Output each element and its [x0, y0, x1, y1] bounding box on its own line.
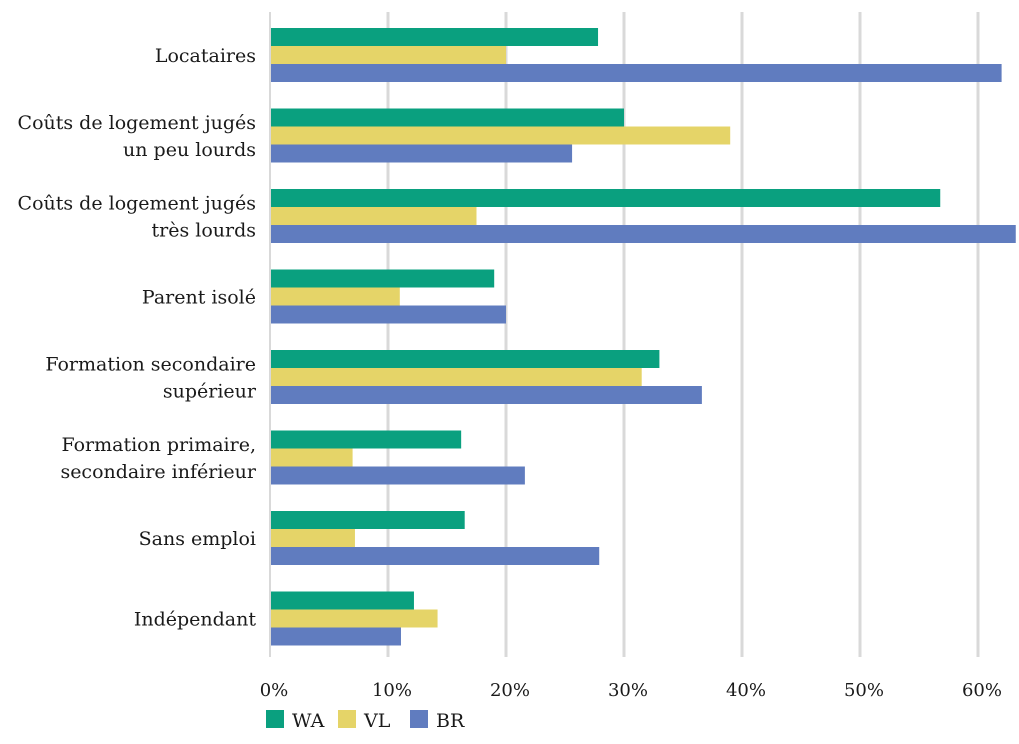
- bar-br: [270, 386, 702, 404]
- bar-br: [270, 627, 401, 646]
- bar-wa: [270, 511, 465, 529]
- bar-vl: [270, 287, 400, 306]
- category-label: Indépendant: [134, 609, 257, 631]
- bar-vl: [270, 126, 731, 145]
- bar-wa: [270, 350, 660, 368]
- category-label: supérieur: [163, 381, 257, 403]
- bar-wa: [270, 108, 624, 127]
- legend-swatch-vl: [338, 710, 356, 728]
- x-tick-label: 10%: [372, 680, 412, 701]
- bar-vl: [270, 529, 355, 547]
- bar-wa: [270, 189, 941, 207]
- x-tick-labels: 0% 10% 20% 30% 40% 50% 60%: [260, 680, 1002, 701]
- category-label: Formation secondaire: [45, 354, 256, 376]
- legend-label-wa: WA: [292, 710, 325, 732]
- bar-br: [270, 225, 1016, 243]
- x-tick-label: 20%: [490, 680, 530, 701]
- bar-vl: [270, 46, 506, 64]
- x-tick-label: 60%: [962, 680, 1002, 701]
- bar-br: [270, 64, 1002, 82]
- bar-wa: [270, 28, 599, 46]
- category-labels: Locataires Coûts de logement jugés un peu …: [18, 45, 257, 631]
- category-label: un peu lourds: [123, 139, 256, 161]
- category-label: Formation primaire,: [61, 434, 256, 456]
- bar-vl: [270, 207, 477, 225]
- bar-wa: [270, 430, 462, 449]
- bar-wa: [270, 591, 414, 610]
- x-tick-label: 50%: [844, 680, 884, 701]
- x-tick-label: 0%: [260, 680, 289, 701]
- bar-br: [270, 547, 600, 565]
- bar-vl: [270, 368, 642, 386]
- category-label: très lourds: [152, 220, 257, 242]
- bar-vl: [270, 448, 353, 467]
- category-label: Locataires: [155, 45, 256, 67]
- x-tick-label: 30%: [608, 680, 648, 701]
- legend-swatch-br: [410, 710, 428, 728]
- bar-br: [270, 144, 573, 163]
- legend: WA VL BR: [266, 710, 465, 732]
- x-tick-label: 40%: [726, 680, 766, 701]
- bar-br: [270, 305, 506, 324]
- bar-wa: [270, 269, 495, 288]
- bar-vl: [270, 609, 438, 628]
- category-label: Sans emploi: [139, 528, 256, 550]
- bar-br: [270, 466, 525, 485]
- category-label: Parent isolé: [142, 287, 256, 309]
- category-label: secondaire inférieur: [60, 461, 256, 483]
- legend-label-vl: VL: [363, 710, 391, 732]
- category-label: Coûts de logement jugés: [18, 112, 256, 134]
- bars: [270, 28, 1016, 646]
- category-label: Coûts de logement jugés: [18, 193, 256, 215]
- legend-swatch-wa: [266, 710, 284, 728]
- legend-label-br: BR: [436, 710, 465, 732]
